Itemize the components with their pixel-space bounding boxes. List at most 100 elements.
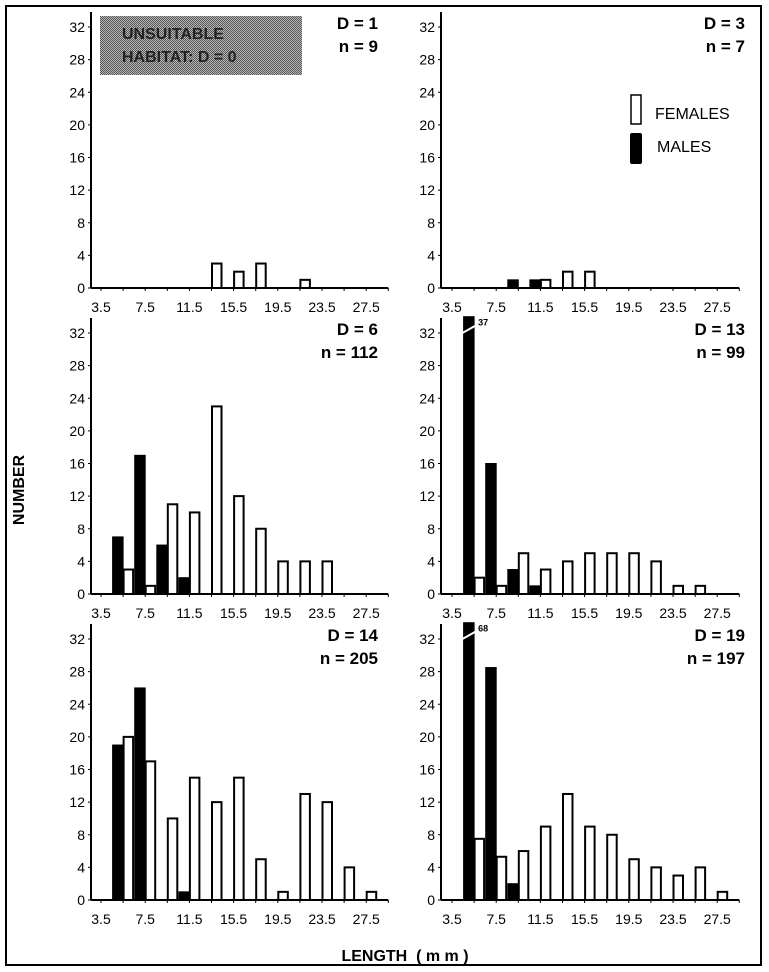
- x-tick-label: 7.5: [486, 911, 506, 927]
- panels: 0 4 8 12 16 20 24 28 32 3.5 7.5 11.5 15.5 19.5 23.5 27.…: [69, 12, 745, 927]
- y-tick-label: 16: [69, 456, 85, 472]
- bar-male: [529, 279, 541, 289]
- y-tick-label: 16: [419, 762, 435, 778]
- bar-male: [485, 667, 497, 901]
- x-tick-label: 27.5: [353, 605, 380, 621]
- bar-male: [112, 744, 124, 901]
- bar-female: [584, 825, 596, 901]
- panel-n-label: n = 9: [339, 37, 378, 56]
- bar-male: [463, 316, 475, 595]
- y-tick-label: 12: [69, 488, 85, 504]
- unsuitable-habitat-note: UNSUITABLE HABITAT: D = 0: [100, 16, 302, 75]
- x-tick-label: 11.5: [176, 605, 202, 621]
- bar-female: [716, 890, 729, 901]
- y-tick-label: 0: [77, 586, 85, 602]
- bar-male: [134, 687, 146, 901]
- bar-female: [233, 776, 245, 901]
- y-tick-label: 12: [419, 488, 435, 504]
- x-axis-title: LENGTH ( m m ): [341, 948, 468, 965]
- x-tick-label: 11.5: [176, 299, 202, 315]
- legend-swatch-males: [630, 133, 642, 164]
- y-tick-label: 8: [427, 521, 435, 537]
- bar-female: [694, 584, 707, 595]
- bar-female: [539, 278, 552, 289]
- panel-6: 0 4 8 12 16 20 24 28 32 3.5 7.5 11.5 15.5 19.5 23.5 27.…: [419, 622, 745, 927]
- bar-male: [134, 454, 146, 595]
- x-tick-label: 3.5: [91, 299, 111, 315]
- y-tick-label: 32: [419, 325, 435, 341]
- y-tick-label: 4: [77, 247, 85, 263]
- y-tick-label: 24: [69, 390, 85, 406]
- x-tick-label: 23.5: [308, 911, 335, 927]
- panel-d-label: D = 1: [337, 14, 378, 33]
- x-tick-label: 15.5: [220, 299, 247, 315]
- y-tick-label: 8: [77, 827, 85, 843]
- bar-female: [255, 527, 267, 595]
- x-tick-label: 27.5: [353, 911, 380, 927]
- panel-3: 0 4 8 12 16 20 24 28 32 3.5 7.5 11.5 15.5 19.5 23.5 27.…: [69, 318, 389, 621]
- y-tick-label: 24: [69, 696, 85, 712]
- bar-female: [299, 560, 311, 595]
- x-tick-label: 15.5: [220, 605, 247, 621]
- note-line-2: HABITAT: D = 0: [122, 49, 237, 66]
- bar-male: [178, 577, 190, 595]
- bar-female: [233, 270, 245, 289]
- bar-male: [507, 279, 519, 289]
- y-tick-label: 4: [427, 247, 435, 263]
- y-tick-label: 20: [419, 729, 435, 745]
- panel-n-label: n = 205: [320, 649, 378, 668]
- panel-5: 0 4 8 12 16 20 24 28 32 3.5 7.5 11.5 15.5 19.5 23.5 27.…: [69, 624, 389, 927]
- bar-male: [507, 883, 519, 901]
- bar-female: [584, 270, 596, 289]
- bar-female: [144, 584, 157, 595]
- x-tick-label: 27.5: [704, 605, 731, 621]
- bar-female: [211, 405, 223, 595]
- legend-label-males: MALES: [657, 139, 711, 156]
- panel-d-label: D = 3: [704, 14, 745, 33]
- x-tick-label: 19.5: [615, 605, 642, 621]
- bar-female: [255, 858, 267, 901]
- y-tick-label: 20: [69, 729, 85, 745]
- bar-male: [156, 544, 168, 595]
- panel-d-label: D = 6: [337, 320, 378, 339]
- x-tick-label: 7.5: [486, 299, 506, 315]
- bar-female: [166, 503, 179, 595]
- panel-n-label: n = 7: [706, 37, 745, 56]
- x-tick-label: 23.5: [659, 911, 686, 927]
- y-tick-label: 20: [69, 117, 85, 133]
- legend-label-females: FEMALES: [655, 106, 730, 123]
- panel-d-label: D = 19: [694, 626, 745, 645]
- bar-female: [122, 568, 135, 595]
- panel-n-label: n = 197: [687, 649, 745, 668]
- bar-male: [463, 622, 475, 901]
- bar-female: [672, 584, 684, 595]
- bar-female: [650, 866, 662, 901]
- bar-female: [299, 792, 311, 901]
- y-tick-label: 32: [69, 631, 85, 647]
- y-tick-label: 0: [427, 892, 435, 908]
- y-tick-label: 8: [77, 215, 85, 231]
- bar-female: [122, 735, 135, 901]
- note-background: [100, 16, 302, 75]
- truncated-value-label: 68: [478, 624, 488, 634]
- bar-male: [485, 463, 497, 595]
- y-tick-label: 8: [427, 215, 435, 231]
- y-tick-label: 16: [419, 150, 435, 166]
- legend: FEMALES MALES: [630, 94, 730, 164]
- panel-d-label: D = 13: [694, 320, 745, 339]
- y-tick-label: 20: [69, 423, 85, 439]
- bar-female: [517, 850, 530, 901]
- y-tick-label: 32: [69, 325, 85, 341]
- x-tick-label: 19.5: [264, 605, 291, 621]
- legend-swatch-females: [630, 94, 642, 125]
- bar-male: [507, 569, 519, 595]
- y-tick-label: 20: [419, 423, 435, 439]
- bar-male: [112, 536, 124, 595]
- x-tick-label: 23.5: [308, 299, 335, 315]
- bar-female: [650, 560, 662, 595]
- x-tick-label: 19.5: [615, 911, 642, 927]
- y-tick-label: 12: [419, 794, 435, 810]
- x-tick-label: 3.5: [442, 605, 462, 621]
- bar-female: [672, 874, 684, 901]
- figure-frame: [5, 5, 762, 966]
